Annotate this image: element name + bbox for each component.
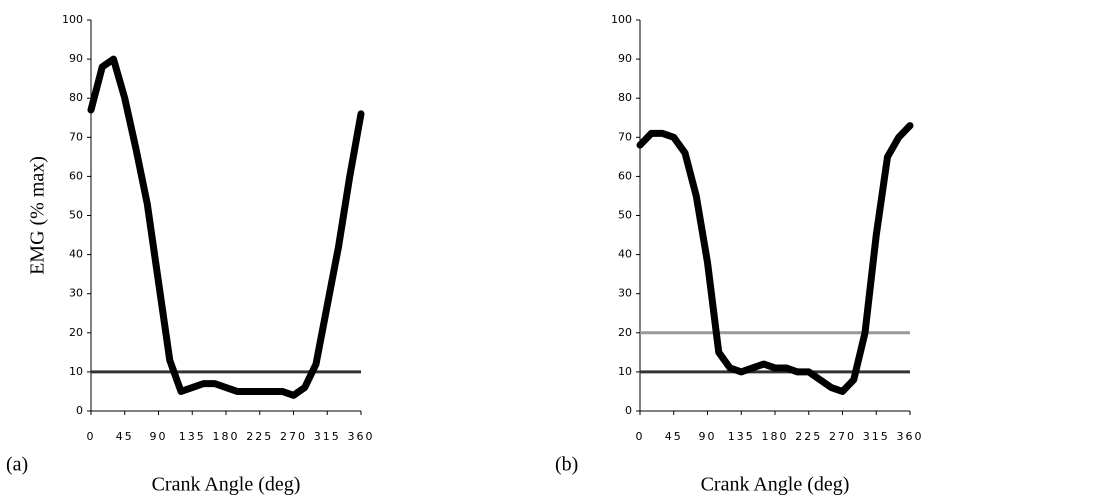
x-tick-label: 135 — [179, 430, 206, 443]
y-tick-label: 10 — [69, 365, 83, 378]
y-tick-label: 30 — [69, 287, 83, 300]
x-tick-label: 315 — [314, 430, 341, 443]
y-tick-label: 50 — [618, 209, 632, 222]
y-tick-label: 10 — [618, 365, 632, 378]
x-tick-label: 315 — [863, 430, 890, 443]
y-tick-label: 60 — [618, 169, 632, 182]
y-tick-label: 90 — [69, 52, 83, 65]
data-line — [636, 122, 914, 395]
y-tick-label: 40 — [618, 248, 632, 261]
x-tick-label: 225 — [795, 430, 822, 443]
x-tick-label: 270 — [829, 430, 856, 443]
y-tick-label: 100 — [611, 13, 632, 26]
panel-label: (b) — [555, 454, 578, 476]
y-tick-label: 0 — [625, 404, 632, 417]
y-tick-label: 40 — [69, 248, 83, 261]
y-tick-label: 30 — [618, 287, 632, 300]
y-tick-label: 60 — [69, 169, 83, 182]
x-tick-label: 0 — [87, 430, 96, 443]
y-tick-label: 0 — [76, 404, 83, 417]
y-tick-label: 70 — [69, 130, 83, 143]
x-axis-label: Crank Angle (deg) — [701, 474, 850, 496]
y-tick-label: 100 — [62, 13, 83, 26]
y-tick-label: 20 — [618, 326, 632, 339]
x-tick-label: 180 — [762, 430, 789, 443]
y-tick-label: 80 — [69, 91, 83, 104]
x-tick-label: 90 — [150, 430, 168, 443]
y-tick-label: 70 — [618, 130, 632, 143]
x-tick-label: 45 — [116, 430, 134, 443]
x-tick-label: 360 — [348, 430, 375, 443]
x-tick-label: 225 — [246, 430, 273, 443]
y-tick-label: 50 — [69, 209, 83, 222]
x-tick-label: 90 — [699, 430, 717, 443]
data-line — [87, 55, 365, 399]
x-tick-label: 45 — [665, 430, 683, 443]
x-axis-label: Crank Angle (deg) — [152, 474, 301, 496]
x-tick-label: 270 — [280, 430, 307, 443]
x-tick-label: 360 — [897, 430, 924, 443]
y-tick-label: 20 — [69, 326, 83, 339]
x-tick-label: 135 — [728, 430, 755, 443]
y-axis-label: EMG (% max) — [27, 156, 49, 275]
x-tick-label: 0 — [636, 430, 645, 443]
panel-label: (a) — [6, 454, 28, 476]
y-tick-label: 90 — [618, 52, 632, 65]
y-tick-label: 80 — [618, 91, 632, 104]
x-tick-label: 180 — [213, 430, 240, 443]
